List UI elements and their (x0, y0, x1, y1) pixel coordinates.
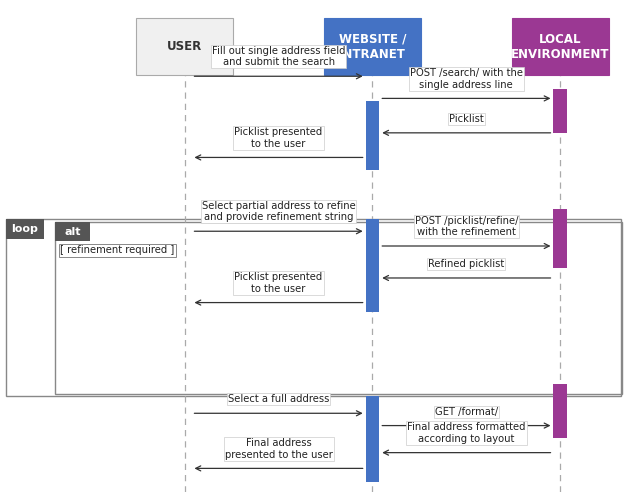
Text: GET /format/: GET /format/ (435, 407, 498, 417)
FancyBboxPatch shape (366, 101, 379, 170)
Text: [ refinement required ]: [ refinement required ] (60, 245, 175, 255)
Text: loop: loop (12, 224, 38, 234)
FancyBboxPatch shape (324, 18, 421, 75)
Text: USER: USER (167, 40, 202, 53)
Text: POST /search/ with the
single address line: POST /search/ with the single address li… (410, 68, 523, 90)
Text: POST /picklist/refine/
with the refinement: POST /picklist/refine/ with the refineme… (414, 215, 518, 237)
Text: Refined picklist: Refined picklist (428, 259, 505, 269)
FancyBboxPatch shape (366, 219, 379, 312)
Text: Picklist presented
to the user: Picklist presented to the user (235, 272, 322, 294)
Text: Select partial address to refine
and provide refinement string: Select partial address to refine and pro… (202, 201, 356, 222)
Text: Picklist: Picklist (449, 114, 484, 124)
FancyBboxPatch shape (553, 89, 567, 133)
Text: Fill out single address field
and submit the search: Fill out single address field and submit… (212, 46, 346, 67)
Text: Picklist presented
to the user: Picklist presented to the user (235, 127, 322, 149)
FancyBboxPatch shape (553, 384, 567, 438)
FancyBboxPatch shape (55, 222, 90, 241)
FancyBboxPatch shape (366, 396, 379, 482)
Text: Select a full address: Select a full address (228, 395, 329, 404)
Text: WEBSITE /
INTRANET: WEBSITE / INTRANET (339, 33, 406, 61)
Text: LOCAL
ENVIRONMENT: LOCAL ENVIRONMENT (511, 33, 610, 61)
FancyBboxPatch shape (553, 209, 567, 268)
FancyBboxPatch shape (512, 18, 608, 75)
FancyBboxPatch shape (6, 219, 44, 239)
Text: Final address formatted
according to layout: Final address formatted according to lay… (407, 422, 526, 444)
FancyBboxPatch shape (136, 18, 233, 75)
Text: Final address
presented to the user: Final address presented to the user (225, 438, 332, 460)
Text: alt: alt (64, 227, 81, 237)
